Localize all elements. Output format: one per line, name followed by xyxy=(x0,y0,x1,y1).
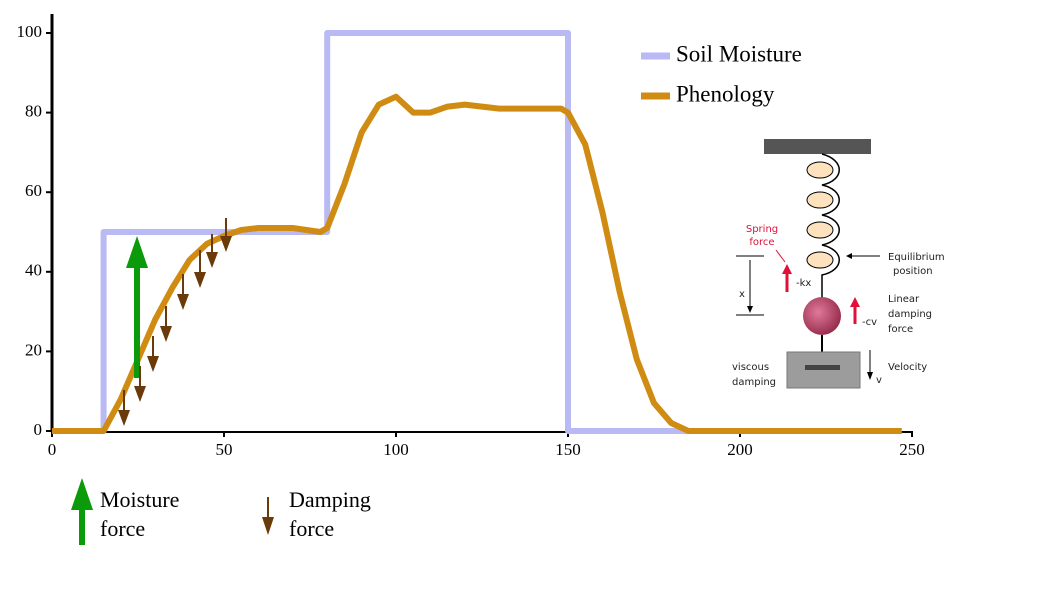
series-line xyxy=(52,30,902,434)
damping-arrow-head xyxy=(147,356,159,372)
label: viscous xyxy=(732,362,769,373)
x-tick-label: 50 xyxy=(216,440,233,459)
arrow-head xyxy=(850,297,860,307)
label: -kx xyxy=(796,278,811,289)
note: force xyxy=(100,516,145,541)
legend-damping-arrow-head xyxy=(262,517,274,535)
label: Equilibrium xyxy=(888,252,945,263)
damping-arrow-head xyxy=(160,326,172,342)
pointer xyxy=(775,249,786,263)
coil xyxy=(806,191,834,209)
arrow-head xyxy=(846,253,852,259)
spring xyxy=(821,153,840,298)
label: force xyxy=(749,237,774,248)
note: force xyxy=(289,516,334,541)
x-tick-label: 150 xyxy=(555,440,581,459)
y-tick-label: 80 xyxy=(25,102,42,121)
legend-moisture-arrow-head xyxy=(71,478,93,510)
label: damping xyxy=(732,377,776,388)
label: -cv xyxy=(862,317,877,328)
label: x xyxy=(739,289,745,300)
damping-arrow-head xyxy=(118,410,130,426)
y-tick-label: 40 xyxy=(25,261,42,280)
note: Damping xyxy=(289,487,371,512)
arrow-head xyxy=(782,264,792,274)
moisture-arrow-head xyxy=(126,236,148,268)
force-arrows xyxy=(71,218,274,545)
mass xyxy=(803,297,841,335)
label: force xyxy=(888,324,913,335)
arrow-head xyxy=(867,372,873,380)
ceiling xyxy=(764,139,871,154)
y-tick-label: 60 xyxy=(25,181,42,200)
arrow-head xyxy=(747,306,753,313)
damping-arrow-head xyxy=(134,386,146,402)
y-tick-label: 0 xyxy=(34,420,43,439)
legend: Soil Moisture Phenology xyxy=(641,41,802,106)
y-tick-label: 20 xyxy=(25,340,42,359)
coil xyxy=(806,251,834,269)
damping-arrow-head xyxy=(220,236,232,252)
label: Velocity xyxy=(888,362,927,373)
axes: 0 20 40 60 80 100 0 50 100 150 200 250 xyxy=(17,14,925,459)
coil xyxy=(806,221,834,239)
piston xyxy=(805,365,840,370)
damping-arrow-head xyxy=(177,294,189,310)
x-tick-label: 250 xyxy=(899,440,925,459)
y-tick-label: 100 xyxy=(17,22,43,41)
damping-arrow-head xyxy=(194,272,206,288)
label: v xyxy=(876,375,882,386)
legend-label: Soil Moisture xyxy=(676,41,802,66)
label: position xyxy=(893,266,933,277)
spring-diagram: Spring force -kx Equilibrium position x … xyxy=(732,139,945,389)
x-tick-label: 0 xyxy=(48,440,57,459)
coil xyxy=(806,161,834,179)
note: Moisture xyxy=(100,487,179,512)
damping-arrow-head xyxy=(206,252,218,268)
series-line xyxy=(52,93,902,434)
x-tick-label: 200 xyxy=(727,440,753,459)
label: damping xyxy=(888,309,932,320)
legend-label: Phenology xyxy=(676,81,775,106)
plot-area xyxy=(52,30,902,434)
label: Linear xyxy=(888,294,920,305)
label: Spring xyxy=(746,224,778,235)
x-tick-label: 100 xyxy=(383,440,409,459)
